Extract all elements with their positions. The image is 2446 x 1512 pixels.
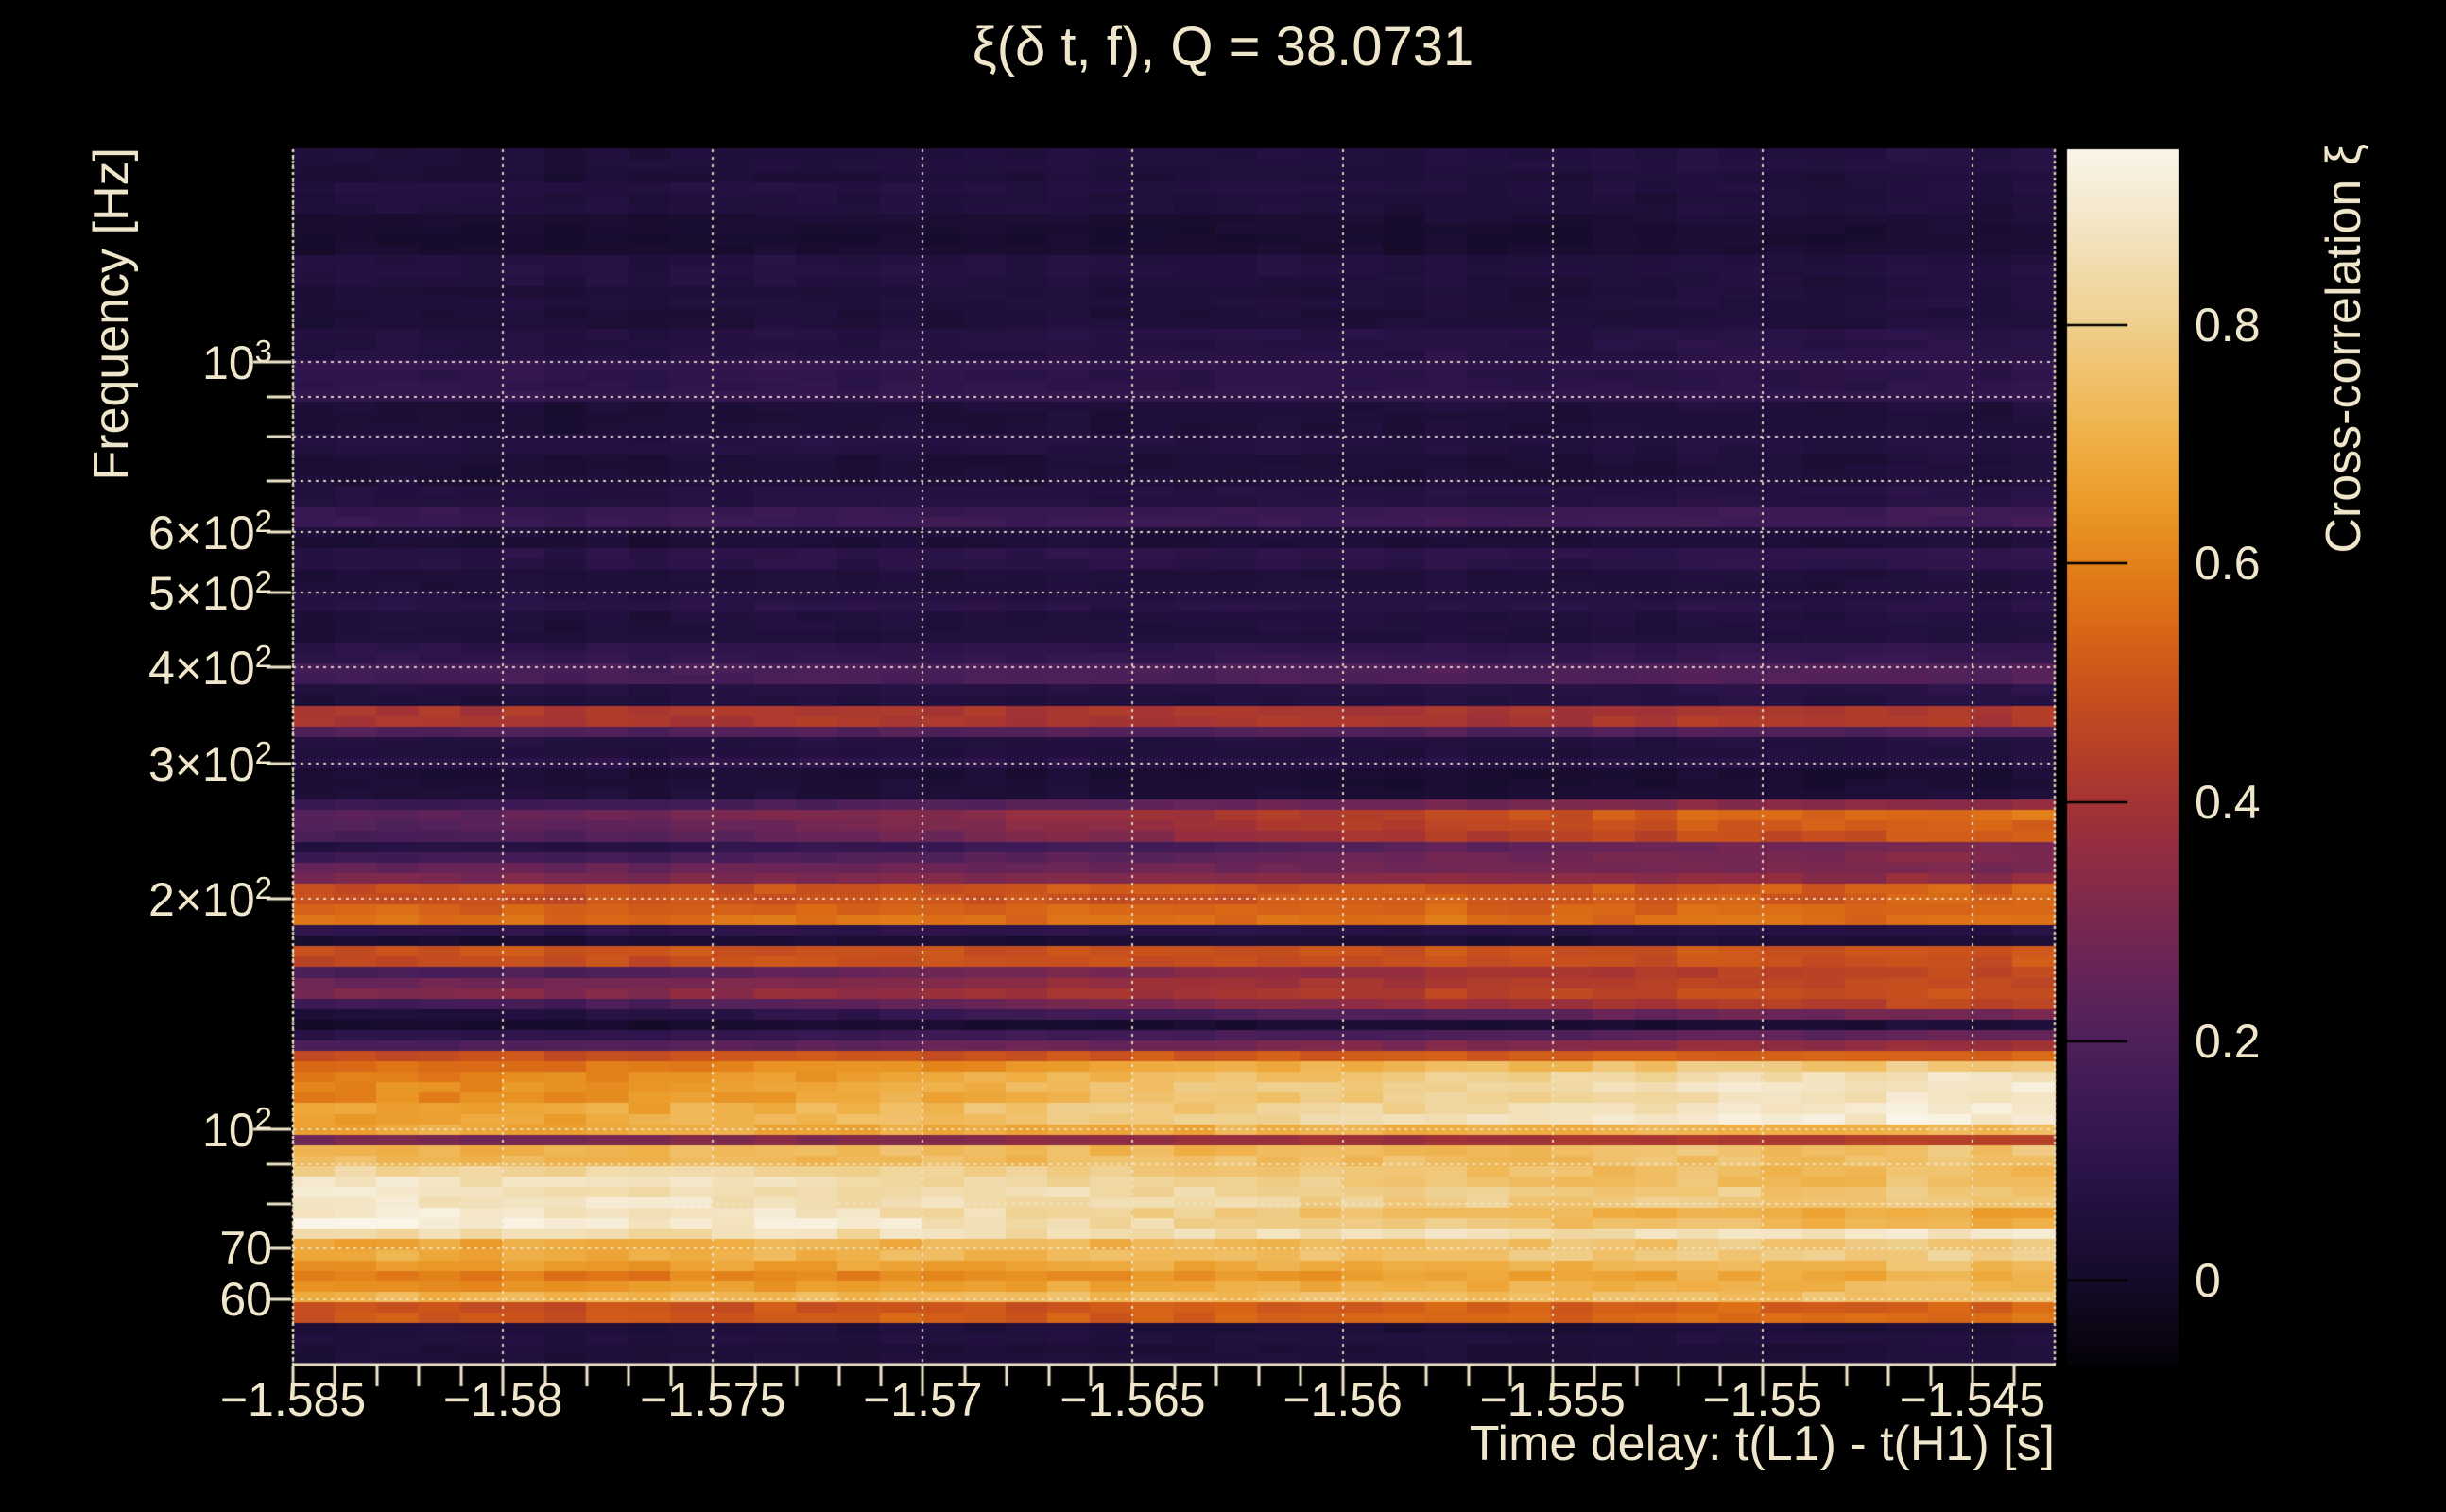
y-tick-label: 4×102 (148, 639, 272, 695)
chart-title: ξ(δ t, f), Q = 38.0731 (972, 16, 1474, 77)
x-axis-title: Time delay: t(L1) - t(H1) [s] (1469, 1417, 2055, 1471)
y-tick-label: 103 (202, 334, 272, 389)
colorbar-tick-label: 0.8 (2195, 298, 2261, 352)
x-tick-label: −1.575 (640, 1373, 786, 1426)
y-tick-label: 102 (202, 1101, 272, 1157)
y-tick-label: 2×102 (148, 869, 272, 926)
colorbar-tick-label: 0.2 (2195, 1014, 2261, 1068)
x-tick-label: −1.545 (1899, 1373, 2046, 1426)
x-tick-label: −1.585 (219, 1373, 367, 1426)
x-tick-label: −1.555 (1479, 1373, 1626, 1426)
y-tick-label: 6×102 (148, 504, 272, 559)
x-tick-label: −1.55 (1702, 1373, 1823, 1426)
colorbar-tick-label: 0 (2195, 1253, 2221, 1307)
y-tick-label: 60 (219, 1273, 272, 1327)
y-tick-label: 5×102 (148, 564, 272, 621)
x-tick-label: −1.58 (442, 1373, 563, 1426)
y-axis-title: Frequency [Hz] (84, 147, 139, 481)
colorbar-tick-label: 0.6 (2195, 537, 2261, 591)
x-tick-label: −1.565 (1059, 1373, 1206, 1426)
x-tick-label: −1.57 (863, 1373, 983, 1426)
y-tick-label: 70 (219, 1221, 272, 1275)
colorbar-title: Cross-correlation ξ (2317, 144, 2371, 554)
colorbar-tick-label: 0.4 (2195, 776, 2261, 830)
x-tick-label: −1.56 (1283, 1373, 1403, 1426)
y-tick-label: 3×102 (148, 734, 272, 791)
